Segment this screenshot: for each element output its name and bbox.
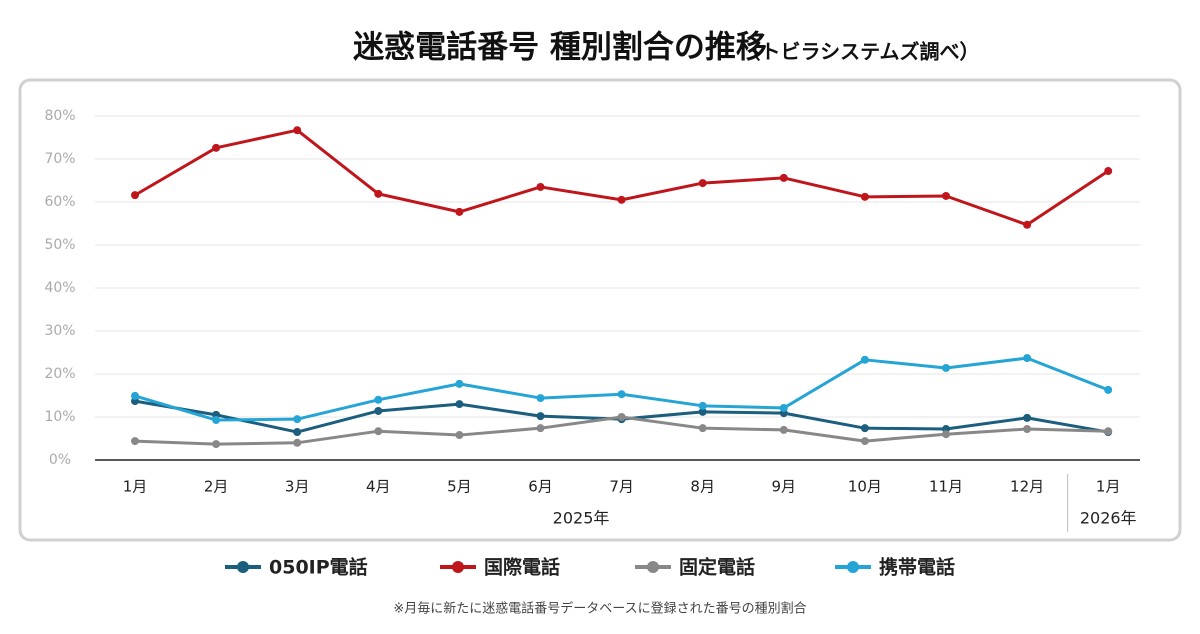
- legend-label: 国際電話: [484, 556, 560, 579]
- y-tick-label: 30%: [44, 323, 75, 339]
- point: [1023, 354, 1032, 363]
- point: [1023, 425, 1032, 434]
- y-tick-label: 80%: [44, 108, 75, 124]
- year-label: 2025年: [553, 509, 610, 528]
- legend-label: 050IP電話: [269, 556, 368, 579]
- point: [779, 403, 788, 412]
- legend-label: 固定電話: [679, 556, 755, 579]
- legend-swatch-dot: [237, 561, 249, 573]
- point: [1023, 220, 1032, 229]
- point: [942, 363, 950, 372]
- point: [131, 191, 139, 200]
- legend-label: 携帯電話: [879, 556, 955, 579]
- x-tick-label: 6月: [528, 478, 553, 496]
- y-tick-label: 70%: [44, 151, 75, 167]
- x-tick-label: 11月: [929, 478, 963, 496]
- footnote: ※月毎に新たに迷惑電話番号データベースに登録された番号の種別割合: [393, 601, 806, 617]
- x-tick-label: 5月: [447, 478, 472, 496]
- point: [698, 179, 707, 188]
- x-tick-label: 9月: [772, 478, 797, 496]
- point: [536, 394, 545, 403]
- point: [293, 438, 302, 447]
- y-tick-label: 0%: [49, 452, 71, 468]
- point: [536, 424, 545, 433]
- point: [374, 395, 383, 404]
- point: [293, 126, 302, 135]
- year-label: 2026年: [1080, 509, 1137, 528]
- x-tick-label: 12月: [1010, 478, 1044, 496]
- point: [455, 400, 464, 409]
- point: [1104, 167, 1113, 176]
- point: [455, 207, 464, 216]
- point: [942, 430, 950, 439]
- y-tick-label: 20%: [44, 366, 75, 382]
- x-tick-label: 1月: [123, 478, 148, 496]
- point: [860, 424, 869, 433]
- point: [698, 407, 707, 416]
- legend-swatch-dot: [452, 561, 464, 573]
- point: [1104, 427, 1113, 436]
- point: [860, 437, 869, 446]
- chart-subtitle: （トビラシステムズ調べ）: [741, 40, 980, 64]
- point: [374, 427, 383, 436]
- point: [942, 191, 950, 200]
- x-tick-label: 10月: [848, 478, 882, 496]
- point: [617, 413, 626, 421]
- x-tick-label: 8月: [690, 478, 715, 496]
- point: [779, 173, 788, 182]
- point: [293, 415, 302, 424]
- point: [212, 143, 221, 152]
- y-tick-label: 40%: [44, 280, 75, 296]
- point: [455, 379, 464, 388]
- point: [779, 425, 788, 434]
- point: [374, 406, 383, 415]
- y-tick-label: 10%: [44, 409, 75, 425]
- y-tick-label: 50%: [44, 237, 75, 253]
- chart-title: 迷惑電話番号 種別割合の推移: [353, 30, 767, 66]
- point: [860, 355, 869, 364]
- panel: [18, 78, 1182, 542]
- point: [617, 390, 626, 399]
- x-tick-label: 2月: [204, 478, 229, 496]
- x-tick-label: 4月: [366, 478, 391, 496]
- point: [536, 412, 545, 421]
- point: [860, 192, 869, 201]
- point: [455, 431, 464, 440]
- point: [293, 428, 302, 437]
- point: [212, 440, 221, 449]
- point: [212, 416, 221, 425]
- legend-swatch-dot: [647, 561, 659, 573]
- point: [1023, 413, 1032, 422]
- legend-swatch-dot: [847, 561, 859, 573]
- x-tick-label: 3月: [285, 478, 310, 496]
- point: [374, 189, 383, 198]
- x-tick-label: 1月: [1096, 478, 1121, 496]
- point: [536, 182, 545, 191]
- point: [698, 401, 707, 410]
- point: [131, 437, 139, 446]
- point: [617, 195, 626, 204]
- point: [1104, 385, 1113, 394]
- point: [131, 391, 139, 400]
- point: [698, 424, 707, 433]
- x-tick-label: 7月: [609, 478, 634, 496]
- y-tick-label: 60%: [44, 194, 75, 210]
